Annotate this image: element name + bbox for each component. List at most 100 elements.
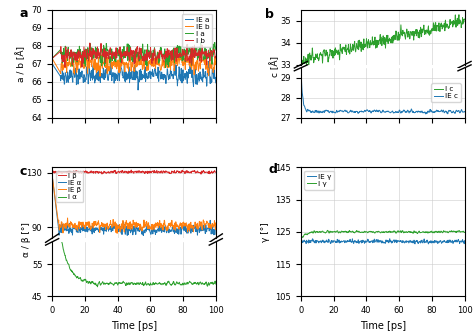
I b (184, 43, 190, 47)
IE γ (387, 238, 392, 242)
Legend: IE γ, I γ: IE γ, I γ (304, 171, 335, 190)
I β (128, 168, 134, 172)
IE γ (462, 239, 467, 243)
I a (138, 47, 144, 51)
I a (184, 47, 190, 51)
I β (138, 169, 144, 173)
Line: IE α: IE α (52, 175, 216, 235)
IE β (138, 224, 144, 228)
IE β (213, 227, 219, 231)
IE α (140, 233, 146, 237)
IE a (210, 68, 215, 72)
IE β (49, 173, 55, 177)
IE b (138, 63, 144, 67)
I b (210, 52, 215, 56)
I β (128, 170, 133, 174)
I a (49, 56, 55, 60)
I γ (387, 230, 393, 234)
IE β (128, 220, 133, 224)
I β (210, 171, 215, 175)
Legend: I β, IE α, IE β, I α: I β, IE α, IE β, I α (55, 171, 83, 202)
IE β (128, 222, 134, 226)
IE β (114, 231, 120, 235)
IE a (135, 88, 141, 92)
IE β (210, 221, 215, 225)
Text: c [Å]: c [Å] (270, 56, 280, 77)
IE b (147, 61, 153, 65)
IE b (184, 60, 190, 64)
I γ (458, 230, 464, 234)
I γ (298, 235, 304, 239)
I b (213, 56, 219, 60)
I b (128, 53, 134, 57)
Text: b: b (265, 8, 274, 21)
Legend: I c, IE c: I c, IE c (431, 83, 461, 102)
Line: IE β: IE β (52, 175, 216, 233)
IE α (128, 230, 134, 234)
Line: IE b: IE b (52, 51, 216, 76)
IE b (49, 56, 55, 60)
IE b (174, 49, 180, 53)
I β (55, 172, 61, 176)
Line: IE γ: IE γ (301, 239, 465, 244)
I γ (396, 230, 402, 234)
IE a (49, 62, 55, 66)
I β (49, 172, 55, 176)
IE γ (376, 239, 382, 243)
IE b (128, 69, 134, 73)
IE γ (396, 239, 401, 243)
I b (128, 46, 133, 50)
Legend: IE a, IE b, I a, I b: IE a, IE b, I a, I b (182, 14, 212, 47)
Line: I b: I b (52, 43, 216, 67)
I a (128, 52, 134, 56)
Text: c: c (19, 165, 27, 178)
I b (147, 52, 153, 56)
I γ (377, 231, 383, 235)
IE γ (298, 240, 304, 244)
I b (138, 53, 144, 57)
I a (127, 52, 133, 56)
IE a (147, 69, 153, 73)
IE α (210, 223, 215, 227)
I a (210, 50, 215, 54)
Line: I γ: I γ (301, 230, 465, 238)
Y-axis label: γ [°]: γ [°] (261, 222, 270, 242)
X-axis label: Time [ps]: Time [ps] (360, 321, 406, 331)
IE α (138, 225, 144, 229)
Line: I β: I β (52, 170, 216, 174)
I a (198, 40, 203, 44)
IE β (147, 226, 153, 230)
IE b (128, 53, 133, 57)
Line: I a: I a (52, 42, 216, 68)
IE a (128, 75, 134, 79)
IE γ (387, 237, 392, 241)
IE β (184, 224, 190, 228)
I a (146, 53, 152, 57)
IE a (118, 56, 124, 60)
IE α (127, 228, 133, 232)
IE a (184, 77, 190, 81)
I b (62, 65, 68, 69)
IE α (49, 173, 55, 177)
IE b (210, 62, 215, 66)
IE b (97, 74, 103, 78)
IE a (128, 77, 133, 81)
IE α (184, 231, 190, 235)
Text: a: a (19, 7, 28, 20)
Text: d: d (268, 164, 277, 176)
X-axis label: Time [ps]: Time [ps] (111, 321, 157, 331)
IE α (147, 229, 153, 233)
I b (49, 56, 55, 60)
Text: α / β [°]: α / β [°] (22, 222, 30, 257)
IE b (213, 60, 219, 64)
I γ (462, 230, 467, 234)
I β (128, 170, 134, 174)
I γ (376, 230, 382, 234)
I a (163, 66, 168, 70)
I γ (433, 229, 438, 233)
Y-axis label: a / b [Å]: a / b [Å] (17, 46, 26, 82)
IE a (213, 81, 219, 85)
I β (213, 170, 219, 174)
I γ (325, 228, 330, 232)
I β (184, 170, 190, 174)
